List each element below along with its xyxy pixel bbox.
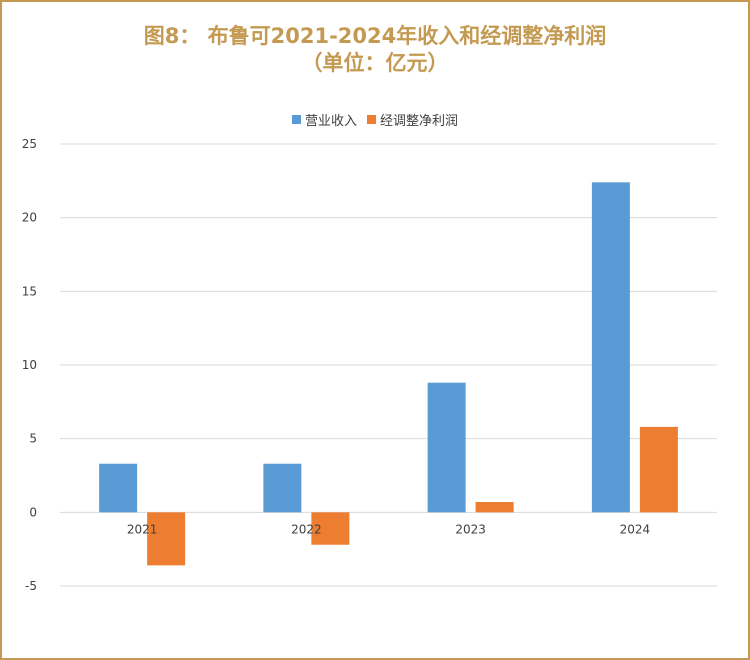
chart-title: 图8： 布鲁可2021-2024年收入和经调整净利润 xyxy=(143,24,607,48)
bar-revenue xyxy=(263,463,302,513)
legend-swatch-revenue xyxy=(291,115,301,124)
bar-profit xyxy=(639,426,678,513)
y-tick-label: -5 xyxy=(25,579,37,593)
legend-item-revenue: 营业收入 xyxy=(291,110,357,129)
y-tick-label: 20 xyxy=(22,211,37,225)
y-tick-label: 25 xyxy=(22,137,37,151)
chart-subtitle: （单位：亿元） xyxy=(301,51,449,75)
legend: 营业收入 经调整净利润 xyxy=(2,110,748,129)
y-tick-label: 5 xyxy=(29,432,37,446)
bar-profit xyxy=(475,502,514,513)
bar-revenue xyxy=(427,382,466,513)
bar-profit xyxy=(311,512,350,545)
x-tick-label: 2023 xyxy=(455,522,486,536)
legend-swatch-profit xyxy=(367,115,376,124)
bar-profit xyxy=(147,512,186,566)
legend-label-revenue: 营业收入 xyxy=(304,114,357,129)
x-tick-label: 2024 xyxy=(620,522,651,536)
legend-label-profit: 经调整净利润 xyxy=(380,114,459,129)
bar-revenue xyxy=(99,463,138,513)
x-tick-label: 2022 xyxy=(291,522,322,536)
legend-item-profit: 经调整净利润 xyxy=(367,110,458,129)
y-tick-label: 10 xyxy=(22,358,37,372)
bar-revenue xyxy=(591,182,630,513)
y-tick-label: 15 xyxy=(22,284,37,298)
x-tick-label: 2021 xyxy=(127,522,158,536)
y-tick-label: 0 xyxy=(29,505,37,519)
